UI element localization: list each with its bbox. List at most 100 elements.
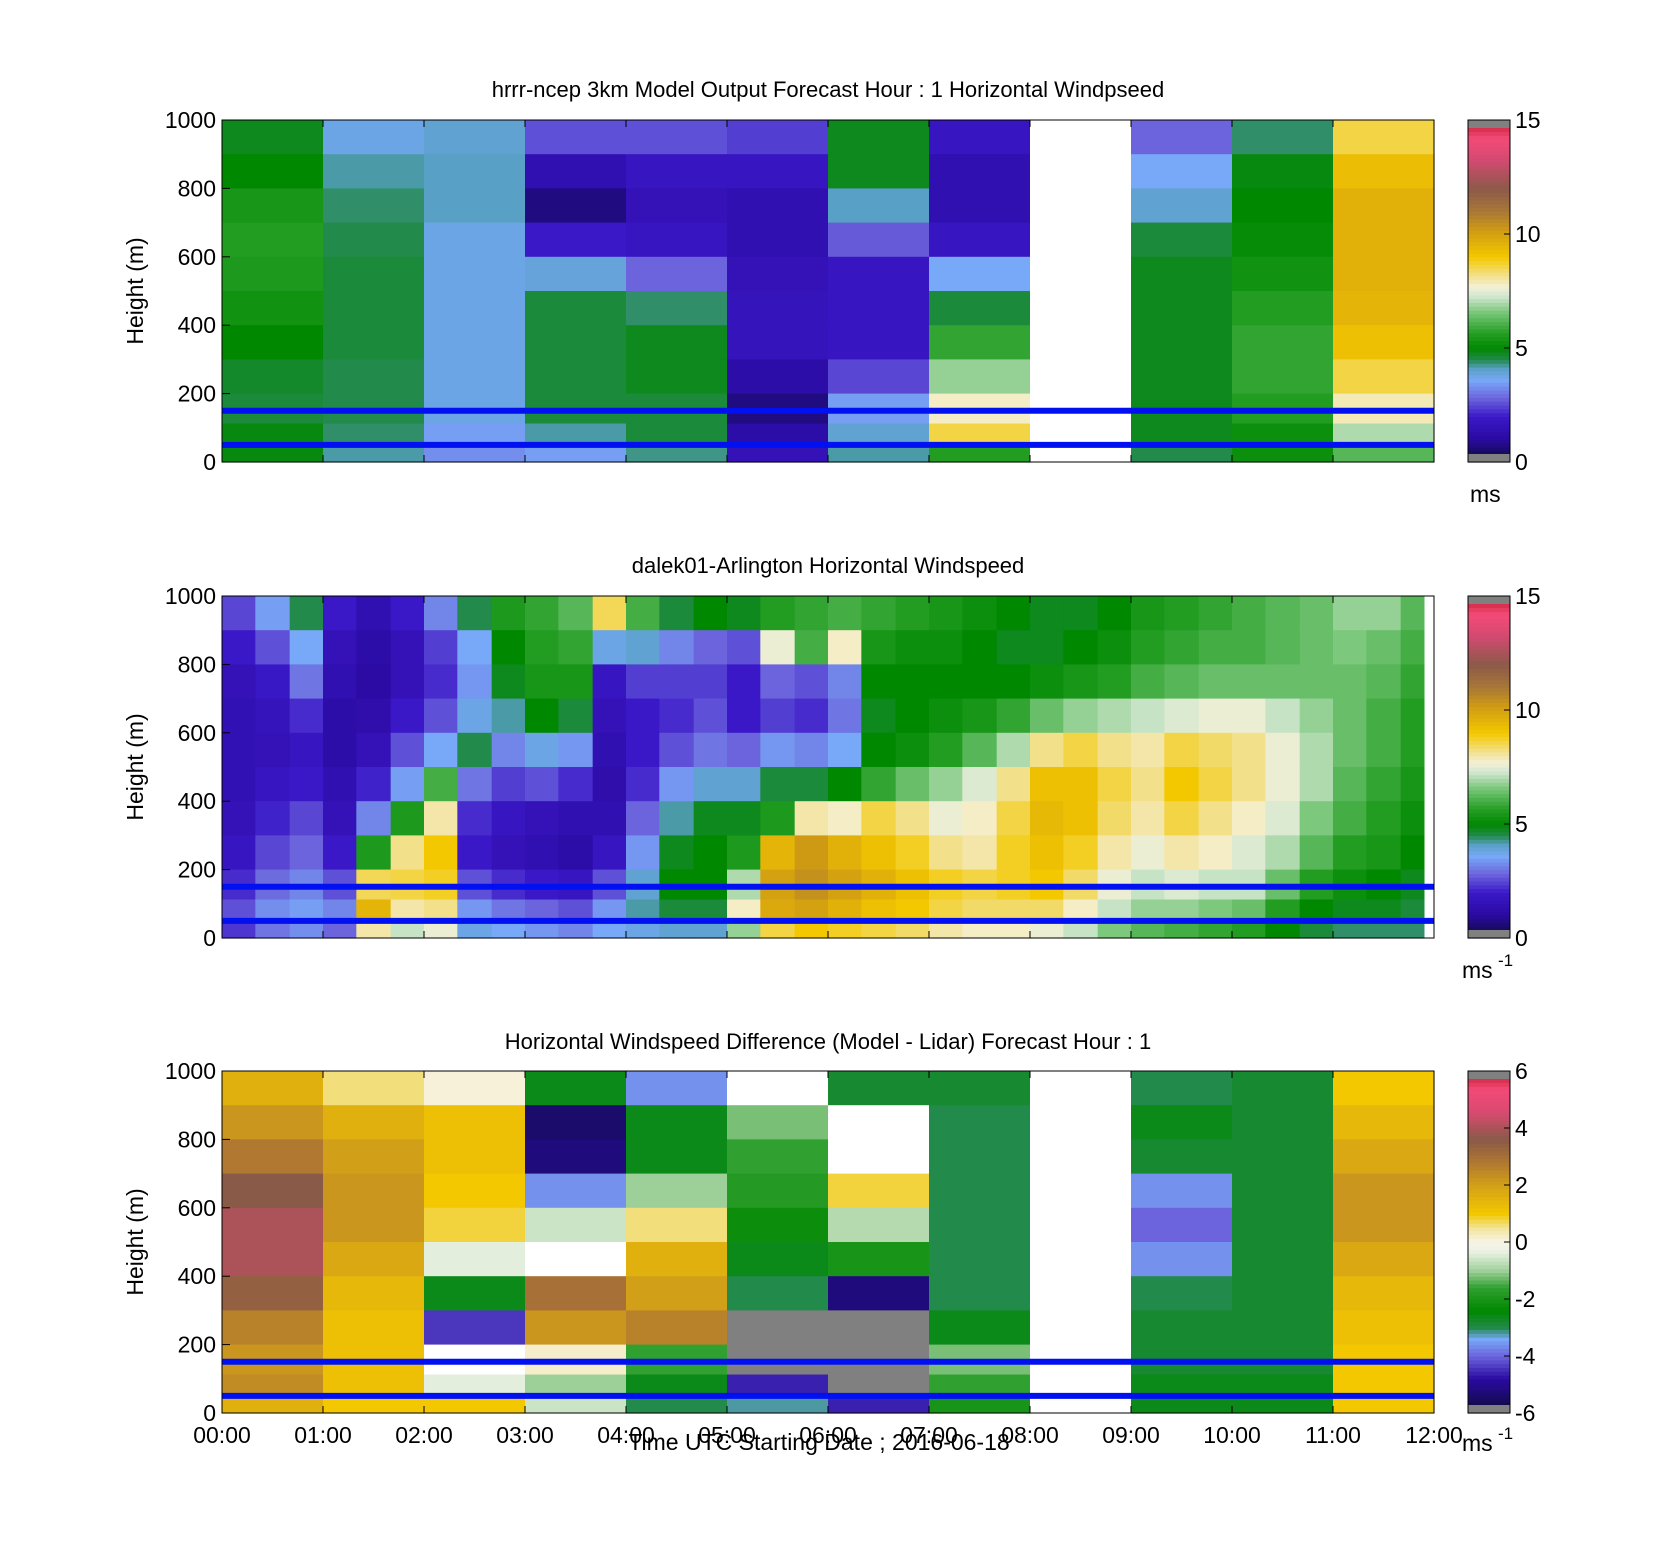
- colorbar-swatch: [1468, 702, 1510, 707]
- colorbar-swatch: [1468, 1211, 1510, 1216]
- x-tick-label: 02:00: [395, 1422, 453, 1448]
- colorbar-swatch: [1468, 302, 1510, 307]
- heatmap-cell: [323, 1276, 425, 1311]
- heatmap-cell: [1366, 801, 1402, 836]
- colorbar-swatch: [1468, 881, 1510, 886]
- colorbar-swatch: [1468, 150, 1510, 155]
- colorbar-swatch: [1468, 260, 1510, 265]
- heatmap-cell: [626, 1242, 728, 1277]
- colorbar-swatch: [1468, 622, 1510, 627]
- colorbar-swatch: [1468, 1264, 1510, 1270]
- heatmap-cell: [1366, 630, 1402, 665]
- heatmap-cell: [1131, 120, 1233, 155]
- heatmap-cell: [1097, 801, 1132, 836]
- colorbar-swatch: [1468, 344, 1510, 349]
- colorbar-swatch: [1468, 1302, 1510, 1308]
- heatmap-cell: [794, 664, 829, 700]
- heatmap-cell: [929, 899, 963, 922]
- heatmap-cell: [828, 444, 930, 463]
- heatmap-cell: [1333, 154, 1435, 189]
- heatmap-cell: [1366, 767, 1402, 802]
- colorbar-swatch: [1468, 1321, 1510, 1327]
- heatmap-cell: [356, 732, 392, 768]
- heatmap-cell: [491, 767, 526, 802]
- heatmap-cell: [828, 120, 930, 155]
- colorbar-tick-label: 15: [1515, 583, 1541, 609]
- colorbar-tick-label: 10: [1515, 221, 1541, 247]
- heatmap-cell: [693, 698, 728, 734]
- colorbar-swatch: [1468, 865, 1510, 871]
- heatmap-cell: [626, 1374, 728, 1397]
- heatmap-cell: [558, 664, 594, 700]
- heatmap-cell: [525, 222, 627, 258]
- heatmap-cell: [828, 1173, 930, 1209]
- heatmap-cell: [457, 801, 493, 836]
- heatmap-cell: [558, 732, 594, 768]
- heatmap-cell: [424, 630, 458, 665]
- heatmap-cell: [525, 256, 627, 292]
- colorbar-swatch: [1468, 1215, 1510, 1220]
- colorbar-tick-label: 2: [1515, 1172, 1528, 1198]
- heatmap-cell: [1063, 630, 1099, 665]
- heatmap-cell: [1198, 767, 1233, 802]
- heatmap-cell: [323, 732, 357, 768]
- heatmap-cell: [1333, 1242, 1435, 1277]
- heatmap-cell: [1164, 801, 1200, 836]
- heatmap-cell: [356, 835, 392, 871]
- heatmap-cell: [424, 256, 526, 292]
- colorbar-swatch: [1468, 237, 1510, 243]
- heatmap-cell: [222, 920, 256, 939]
- heatmap-cell: [255, 664, 291, 700]
- heatmap-cell: [996, 899, 1031, 922]
- heatmap-cell: [424, 423, 526, 446]
- colorbar-swatch: [1468, 744, 1510, 749]
- colorbar-swatch: [1468, 903, 1510, 909]
- heatmap-cell: [1063, 698, 1099, 734]
- colorbar-swatch: [1468, 884, 1510, 890]
- heatmap-cell: [525, 835, 559, 871]
- colorbar-swatch: [1468, 180, 1510, 186]
- colorbar-swatch: [1468, 279, 1510, 284]
- heatmap-cell: [424, 1071, 526, 1106]
- heatmap-cell: [525, 1071, 627, 1106]
- heatmap-cell: [222, 1207, 324, 1243]
- colorbar-swatch: [1468, 789, 1510, 795]
- colorbar-tick-label: 0: [1515, 925, 1528, 951]
- heatmap-cell: [1030, 899, 1064, 922]
- heatmap-cell: [1265, 664, 1301, 700]
- heatmap-cell: [289, 835, 324, 871]
- heatmap-cell: [457, 698, 493, 734]
- x-tick-label: 08:00: [1001, 1422, 1059, 1448]
- heatmap-cell: [962, 596, 998, 631]
- colorbar-swatch: [1468, 416, 1510, 421]
- heatmap-cell: [558, 899, 594, 922]
- heatmap-cell: [222, 732, 256, 768]
- heatmap-cell: [1333, 1207, 1435, 1243]
- heatmap-cell: [323, 1310, 425, 1346]
- colorbar-swatch: [1468, 1234, 1510, 1239]
- colorbar: -6 -4 -2 0 2 4 6 ms -1: [1462, 1058, 1536, 1456]
- heatmap-cell: [1333, 801, 1367, 836]
- heatmap-cell: [457, 630, 493, 665]
- colorbar-unit: ms: [1470, 481, 1501, 507]
- heatmap-cell: [457, 920, 493, 939]
- heatmap-cell: [693, 920, 728, 939]
- colorbar-swatch: [1468, 1287, 1510, 1292]
- heatmap-cell: [1097, 899, 1132, 922]
- heatmap-cell: [592, 732, 627, 768]
- heatmap-cell: [525, 1242, 627, 1277]
- heatmap-cell: [727, 801, 761, 836]
- heatmap-cell: [1400, 664, 1425, 700]
- heatmap-cell: [861, 630, 897, 665]
- colorbar-swatch: [1468, 664, 1510, 669]
- heatmap-cell: [1164, 732, 1200, 768]
- heatmap-cell: [1232, 1374, 1334, 1397]
- heatmap-cell: [390, 698, 425, 734]
- heatmap-cell: [356, 899, 392, 922]
- colorbar-swatch: [1468, 786, 1510, 791]
- heatmap-cell: [222, 444, 324, 463]
- heatmap-cell: [626, 1071, 728, 1106]
- colorbar-swatch: [1468, 177, 1510, 182]
- y-axis-label: Height (m): [122, 713, 148, 820]
- colorbar-over: [1468, 1071, 1510, 1079]
